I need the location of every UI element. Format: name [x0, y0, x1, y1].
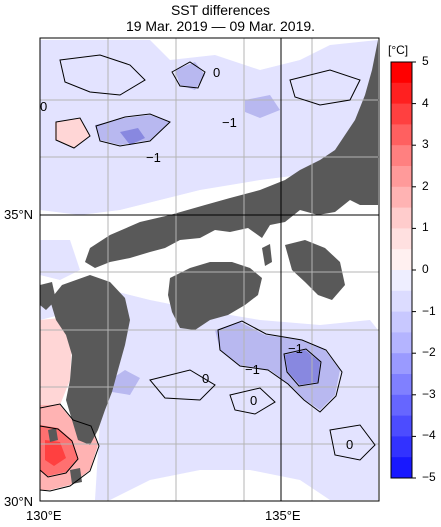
- colorbar-cell: [391, 353, 412, 375]
- negative-anomaly-strong: [120, 128, 320, 385]
- date-range: 19 Mar. 2019 — 09 Mar. 2019.: [125, 18, 316, 34]
- land: [40, 40, 378, 484]
- lon-label-130e: 130°E: [26, 508, 62, 523]
- colorbar-tick-label: 2: [422, 178, 429, 193]
- colorbar-tick-label: −3: [422, 386, 436, 401]
- colorbar: [390, 61, 416, 479]
- colorbar-cell: [391, 62, 412, 84]
- contour-label: 0: [40, 99, 47, 114]
- colorbar-tick-label: 1: [422, 220, 429, 235]
- colorbar-cell: [391, 290, 412, 313]
- colorbar-cell: [391, 311, 412, 333]
- colorbar-cell: [391, 249, 412, 271]
- colorbar-cell: [391, 415, 412, 437]
- map-frame: [39, 37, 380, 502]
- contour-label: 0: [202, 371, 209, 386]
- colorbar-cell: [391, 207, 412, 229]
- colorbar-cell: [391, 82, 412, 105]
- colorbar-tick-label: 5: [422, 54, 429, 68]
- contour-label: −1: [288, 341, 303, 356]
- colorbar-cell: [391, 166, 412, 188]
- colorbar-cell: [391, 457, 412, 479]
- colorbar-cell: [391, 332, 412, 354]
- colorbar-cell: [391, 436, 412, 458]
- contour-label: −1: [222, 115, 237, 130]
- colorbar-tick-label: −5: [422, 470, 436, 484]
- colorbar-cell: [391, 394, 412, 417]
- colorbar-cell: [391, 374, 412, 396]
- contour-label: 0: [213, 65, 220, 80]
- contour-lines: [39, 54, 376, 492]
- contour-label-group: 0 0 −1 −1 −1 −1 0 0 0: [40, 65, 353, 452]
- colorbar-tick-label: 0: [422, 262, 429, 276]
- colorbar-tick-label: 3: [422, 137, 429, 152]
- map-title: SST differences: [170, 2, 271, 18]
- lat-label-35n: 35°N: [4, 207, 34, 222]
- colorbar-tick-label: −4: [422, 428, 436, 443]
- lat-label-30n: 30°N: [4, 494, 34, 509]
- colorbar-cell: [391, 124, 412, 146]
- contour-label: 0: [250, 393, 257, 408]
- contour-label: 0: [346, 437, 353, 452]
- colorbar-cell: [391, 228, 412, 250]
- colorbar-cell: [391, 270, 412, 292]
- contour-label: −1: [146, 150, 161, 165]
- colorbar-tick-label: −1: [422, 303, 436, 318]
- graticule-major: [40, 38, 379, 501]
- colorbar-unit: [°C]: [388, 43, 409, 57]
- colorbar-tick-label: −2: [422, 345, 436, 360]
- lon-label-135e: 135°E: [265, 508, 301, 523]
- contour-label: −1: [245, 362, 260, 377]
- colorbar-cell: [391, 186, 412, 209]
- colorbar-cell: [391, 145, 412, 167]
- colorbar-cell: [391, 103, 412, 125]
- colorbar-tick-label: 4: [422, 95, 429, 110]
